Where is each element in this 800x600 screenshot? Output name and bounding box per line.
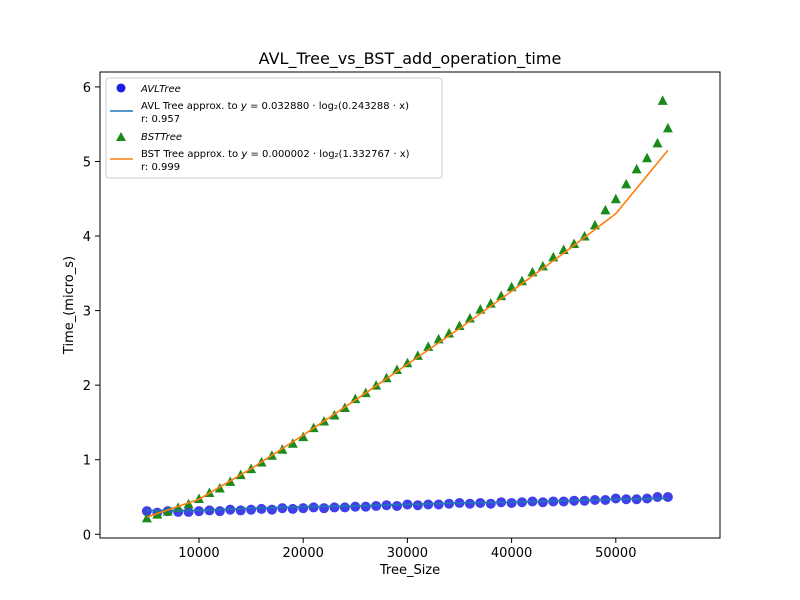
legend-avl-fit-formula: = 0.032880 · log₂(0.243288 · x) <box>250 101 409 112</box>
bst-data-point <box>657 95 668 105</box>
avl-data-point <box>319 503 330 514</box>
avl-data-point <box>183 506 194 517</box>
y-tick-label: 5 <box>83 155 91 170</box>
series-layer <box>141 95 673 523</box>
legend-bst-marker-icon <box>116 132 126 141</box>
bst-data-point <box>610 193 621 204</box>
x-tick-label: 20000 <box>283 546 324 561</box>
y-axis-label: Time_(micro_s) <box>62 256 77 355</box>
legend-bst-name: BSTTree <box>141 132 182 143</box>
y-axis: 0 1 2 3 4 5 6 <box>83 81 100 543</box>
avl-data-point <box>412 500 423 511</box>
legend-bst-r: r: 0.999 <box>141 162 180 173</box>
bst-data-point <box>662 122 673 133</box>
y-tick-label: 6 <box>83 81 91 96</box>
bst-data-point <box>350 393 361 404</box>
bst-data-point <box>444 327 455 338</box>
bst-fit-line <box>146 149 669 518</box>
bst-data-point <box>412 350 423 360</box>
avl-data-point <box>214 506 225 517</box>
y-tick-label: 4 <box>83 230 91 245</box>
bst-data-point <box>642 152 653 163</box>
bst-data-point <box>391 364 402 374</box>
legend-avl-fit-label: AVL Tree approx. to <box>141 101 238 112</box>
legend-avl-r: r: 0.957 <box>141 114 180 125</box>
bst-data-point <box>621 178 632 189</box>
legend-bst-fit-y: y <box>240 149 248 160</box>
bst-data-point <box>298 431 309 442</box>
x-tick-label: 10000 <box>178 546 219 561</box>
bst-data-point <box>402 357 413 368</box>
bst-data-point <box>579 231 590 241</box>
x-tick-label: 50000 <box>595 546 636 561</box>
plot-frame <box>99 71 721 539</box>
legend-avl-name: AVLTree <box>140 84 181 95</box>
plot-area: 10000 20000 30000 40000 50000 0 1 2 3 4 5 6 <box>83 71 721 561</box>
x-axis: 10000 20000 30000 40000 50000 <box>178 538 636 561</box>
avl-data-point <box>537 497 548 508</box>
avl-data-point <box>256 503 267 514</box>
y-tick-label: 1 <box>83 454 91 469</box>
legend-avl-fit-text: AVL Tree approx. to y = 0.032880 · log₂(… <box>141 101 409 112</box>
bst-data-point <box>537 260 548 271</box>
legend: AVLTree AVL Tree approx. to y = 0.032880… <box>105 77 443 179</box>
scatter-series-avl <box>141 491 673 518</box>
avl-data-point <box>266 504 277 515</box>
bst-data-point <box>141 512 152 523</box>
legend-avl-fit-y: y <box>240 101 248 112</box>
bst-data-point <box>569 238 580 248</box>
bst-data-point <box>600 204 611 215</box>
bst-data-point <box>631 163 642 174</box>
x-tick-label: 30000 <box>387 546 428 561</box>
avl-data-point <box>485 498 496 509</box>
y-tick-label: 2 <box>83 379 91 394</box>
avl-data-point <box>391 500 402 511</box>
avl-data-point <box>339 502 350 513</box>
avl-data-point <box>298 503 309 514</box>
legend-avl-marker-icon <box>116 83 126 93</box>
x-tick-label: 40000 <box>491 546 532 561</box>
avl-data-point <box>464 498 475 509</box>
avl-fit-line <box>146 497 668 512</box>
avl-data-point <box>246 504 257 515</box>
bst-data-point <box>287 438 298 448</box>
avl-data-point <box>308 502 319 513</box>
avl-data-point <box>652 491 663 502</box>
x-axis-label: Tree_Size <box>379 563 440 578</box>
avl-data-point <box>287 503 298 514</box>
avl-data-point <box>433 499 444 510</box>
avl-data-point <box>360 501 371 512</box>
y-tick-label: 3 <box>83 305 91 320</box>
avl-data-point <box>277 503 288 514</box>
legend-box <box>105 77 443 179</box>
bst-data-point <box>652 137 663 148</box>
avl-data-point <box>329 502 340 513</box>
legend-bst-fit-formula: = 0.000002 · log₂(1.332767 · x) <box>250 149 409 160</box>
y-tick-label: 0 <box>83 528 91 543</box>
legend-bst-fit-label: BST Tree approx. to <box>141 149 238 160</box>
legend-bst-fit-text: BST Tree approx. to y = 0.000002 · log₂(… <box>141 149 410 160</box>
avl-data-point <box>235 505 246 516</box>
avl-data-point <box>662 491 673 502</box>
bst-data-point <box>517 275 528 286</box>
chart-title: AVL_Tree_vs_BST_add_operation_time <box>259 49 562 69</box>
